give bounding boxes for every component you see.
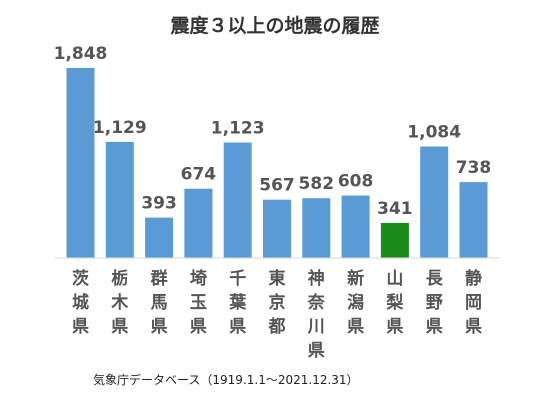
category-label-5: 千葉県	[228, 269, 247, 337]
value-label-7: 582	[299, 174, 335, 194]
bar-9	[380, 222, 409, 258]
category-label-7: 神奈川県	[307, 268, 326, 361]
category-label-4: 埼玉県	[190, 268, 207, 337]
bars-layer	[66, 68, 488, 258]
value-label-3: 393	[141, 194, 177, 214]
bar-1	[66, 68, 95, 258]
bar-7	[302, 198, 331, 258]
category-label-10: 長野県	[426, 269, 444, 337]
bar-10	[420, 146, 449, 258]
category-label-8: 新潟県	[347, 268, 364, 337]
value-label-8: 608	[338, 172, 374, 192]
value-label-6: 567	[259, 176, 295, 196]
category-label-11: 静岡県	[465, 268, 482, 337]
value-label-2: 1,129	[93, 118, 147, 138]
bar-6	[263, 199, 291, 258]
value-label-1: 1,848	[54, 44, 108, 64]
bar-11	[459, 182, 488, 258]
category-label-3: 群馬県	[151, 268, 168, 337]
bar-4	[184, 188, 213, 258]
bar-3	[145, 217, 174, 258]
bar-5	[223, 142, 252, 258]
source-note: 気象庁データベース（1919.1.1～2021.12.31）	[93, 372, 359, 387]
bar-8	[341, 195, 370, 258]
chart-title: 震度３以上の地震の履歴	[170, 14, 379, 37]
category-label-1: 茨城県	[72, 268, 89, 337]
value-label-4: 674	[181, 165, 217, 185]
value-label-5: 1,123	[211, 119, 265, 139]
bar-2	[105, 141, 134, 258]
category-label-2: 栃木県	[110, 268, 129, 337]
category-labels-layer: 茨城県 栃木県 群馬県 埼玉県 千葉県 東京都 神奈川県 新潟県 山梨県 長野県 静岡県	[72, 268, 482, 361]
value-label-11: 738	[456, 158, 492, 178]
category-label-6: 東京都	[268, 268, 286, 337]
category-label-9: 山梨県	[385, 269, 404, 337]
value-label-9: 341	[377, 199, 413, 219]
value-label-10: 1,084	[407, 123, 461, 143]
